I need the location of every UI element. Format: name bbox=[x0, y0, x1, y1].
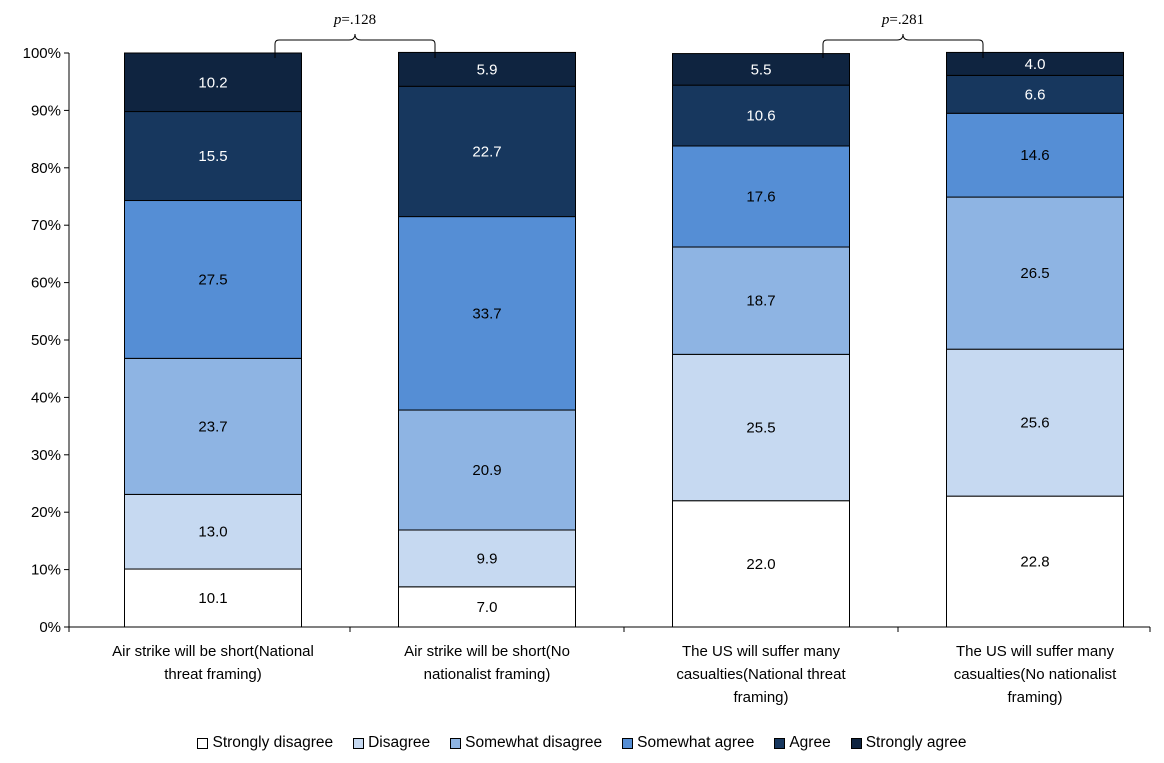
legend-item: Somewhat agree bbox=[622, 734, 754, 752]
data-label: 20.9 bbox=[472, 462, 501, 479]
x-category-label: The US will suffer many bbox=[956, 643, 1115, 660]
data-label: 25.5 bbox=[746, 420, 775, 437]
data-label: 5.9 bbox=[477, 61, 498, 78]
x-category-label: framing) bbox=[733, 689, 788, 706]
legend-swatch bbox=[774, 737, 786, 749]
x-category-label: nationalist framing) bbox=[424, 666, 551, 683]
x-category-label: Air strike will be short(National bbox=[112, 643, 314, 660]
data-label: 7.0 bbox=[477, 599, 498, 616]
legend-swatch bbox=[850, 737, 862, 749]
legend-item: Agree bbox=[774, 734, 831, 752]
legend-label: Strongly disagree bbox=[212, 734, 334, 751]
data-label: 33.7 bbox=[472, 305, 501, 322]
y-tick-label: 30% bbox=[31, 447, 61, 464]
bar-segment bbox=[946, 112, 1124, 198]
p-value-label: p=.281 bbox=[881, 12, 924, 28]
bar-segment bbox=[672, 500, 850, 628]
bar-segment bbox=[398, 51, 576, 87]
legend-label: Strongly agree bbox=[865, 734, 967, 751]
y-tick-label: 70% bbox=[31, 217, 61, 234]
data-label: 9.9 bbox=[477, 550, 498, 567]
data-label: 5.5 bbox=[751, 61, 772, 78]
legend-swatch bbox=[197, 737, 209, 749]
data-label: 13.0 bbox=[198, 524, 227, 541]
legend-swatch bbox=[450, 737, 462, 749]
x-category-label: casualties(National threat bbox=[676, 666, 846, 683]
data-label: 22.7 bbox=[472, 143, 501, 160]
bar-segment bbox=[946, 74, 1124, 114]
data-label: 15.5 bbox=[198, 148, 227, 165]
legend-item: Strongly agree bbox=[850, 734, 967, 752]
y-tick-label: 40% bbox=[31, 389, 61, 406]
bar-segment bbox=[946, 348, 1124, 497]
bar-segment bbox=[398, 216, 576, 411]
bar-segment bbox=[672, 246, 850, 355]
y-tick-label: 60% bbox=[31, 275, 61, 292]
data-label: 22.0 bbox=[746, 556, 775, 573]
significance-bracket bbox=[822, 33, 984, 58]
data-label: 10.2 bbox=[198, 74, 227, 91]
data-label: 17.6 bbox=[746, 189, 775, 206]
data-label: 14.6 bbox=[1020, 147, 1049, 164]
bar-segment bbox=[946, 495, 1124, 628]
bar-segment bbox=[672, 353, 850, 502]
x-category-label: threat framing) bbox=[164, 666, 262, 683]
legend-label: Somewhat disagree bbox=[465, 734, 603, 751]
legend-swatch bbox=[353, 737, 365, 749]
y-tick-label: 20% bbox=[31, 504, 61, 521]
y-tick-label: 90% bbox=[31, 102, 61, 119]
data-label: 6.6 bbox=[1025, 86, 1046, 103]
y-tick-label: 80% bbox=[31, 160, 61, 177]
y-tick-label: 10% bbox=[31, 562, 61, 579]
bar-segment bbox=[672, 53, 850, 86]
data-label: 26.5 bbox=[1020, 265, 1049, 282]
bar-segment bbox=[672, 84, 850, 147]
bar-segment bbox=[946, 196, 1124, 350]
stacked-bar-chart: 0% 10% 20% 30% 40% 50% 60% 70% 80% 90% 100% 10.1 13.… bbox=[23, 12, 1151, 706]
y-tick-label: 50% bbox=[31, 332, 61, 349]
x-category-label: casualties(No nationalist bbox=[954, 666, 1117, 683]
data-label: 4.0 bbox=[1025, 56, 1046, 73]
legend-swatch bbox=[622, 737, 634, 749]
bar-segment bbox=[398, 409, 576, 531]
data-label: 22.8 bbox=[1020, 554, 1049, 571]
p-value-label: p=.128 bbox=[333, 12, 376, 28]
chart-legend: Strongly disagree Disagree Somewhat disagr… bbox=[0, 734, 1164, 752]
data-label: 10.6 bbox=[746, 108, 775, 125]
legend-label: Disagree bbox=[368, 734, 431, 751]
bar-segment bbox=[124, 52, 302, 113]
data-label: 18.7 bbox=[746, 293, 775, 310]
y-tick-label: 100% bbox=[23, 45, 61, 62]
data-label: 27.5 bbox=[198, 271, 227, 288]
x-category-label: The US will suffer many bbox=[682, 643, 841, 660]
bar-segment bbox=[124, 200, 302, 359]
legend-item: Strongly disagree bbox=[197, 734, 333, 752]
data-label: 25.6 bbox=[1020, 415, 1049, 432]
data-label: 23.7 bbox=[198, 418, 227, 435]
bar-segment bbox=[672, 145, 850, 248]
bar-segment bbox=[124, 111, 302, 202]
bar-segment bbox=[946, 51, 1124, 76]
x-category-label: framing) bbox=[1007, 689, 1062, 706]
significance-bracket bbox=[274, 33, 436, 58]
x-category-label: Air strike will be short(No bbox=[404, 643, 570, 660]
bar-segment bbox=[398, 529, 576, 588]
legend-item: Somewhat disagree bbox=[450, 734, 602, 752]
bar-segment bbox=[398, 85, 576, 218]
data-label: 10.1 bbox=[198, 590, 227, 607]
legend-label: Agree bbox=[789, 734, 831, 751]
legend-item: Disagree bbox=[353, 734, 430, 752]
bar-segment bbox=[398, 586, 576, 628]
legend-label: Somewhat agree bbox=[637, 734, 755, 751]
y-tick-label: 0% bbox=[39, 619, 61, 636]
